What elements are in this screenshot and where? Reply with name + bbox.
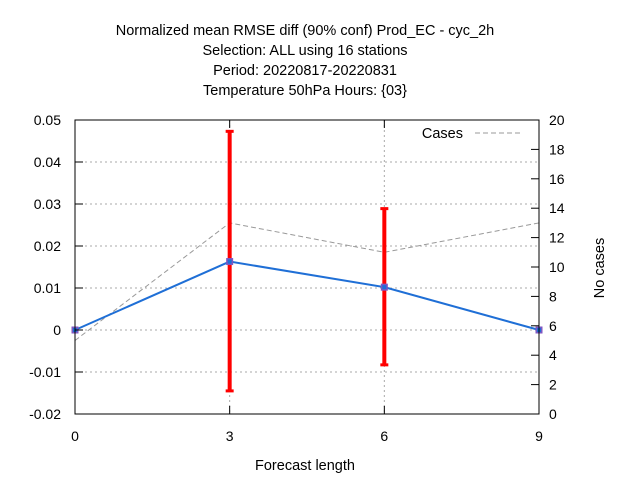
y2-axis-label: No cases: [592, 238, 608, 298]
y2-tick-label: 12: [549, 230, 565, 246]
y2-tick-label: 20: [549, 112, 565, 128]
data-point-marker: [227, 259, 232, 264]
title-line-2: Selection: ALL using 16 stations: [202, 43, 407, 59]
legend-label-cases: Cases: [422, 126, 463, 142]
y-tick-label: 0.02: [34, 238, 61, 254]
y2-tick-label: 8: [549, 288, 557, 304]
y2-tick-label: 10: [549, 259, 565, 275]
y2-tick-label: 14: [549, 200, 565, 216]
title-line-3: Period: 20220817-20220831: [213, 63, 397, 79]
chart-title: Normalized mean RMSE diff (90% conf) Pro…: [116, 23, 495, 99]
x-axis-label: Forecast length: [255, 458, 355, 474]
y-tick-label: 0.01: [34, 280, 61, 296]
y2-tick-label: 18: [549, 141, 565, 157]
y-tick-label: -0.02: [29, 406, 61, 422]
y2-tick-label: 16: [549, 171, 565, 187]
y2-tick-label: 2: [549, 377, 557, 393]
y-tick-label: 0.05: [34, 112, 61, 128]
axes: -0.02 -0.01 0 0.01 0.02 0.03 0.04 0.05 0 2 4 6 8 10 12…: [29, 112, 565, 444]
legend: Cases: [422, 126, 522, 142]
cases-line: [74, 222, 540, 341]
title-line-1: Normalized mean RMSE diff (90% conf) Pro…: [116, 23, 495, 39]
x-tick-label: 0: [71, 428, 79, 444]
y-tick-label: 0.03: [34, 196, 61, 212]
data-point-marker: [382, 285, 387, 290]
x-tick-label: 9: [535, 428, 543, 444]
y2-tick-label: 6: [549, 318, 557, 334]
y-tick-label: -0.01: [29, 364, 61, 380]
mean-rmse-diff-line: [74, 260, 540, 331]
grid: [75, 120, 539, 414]
x-tick-label: 6: [380, 428, 388, 444]
x-tick-label: 3: [226, 428, 234, 444]
y2-tick-label: 0: [549, 406, 557, 422]
plot-frame: [74, 119, 540, 415]
plot-area: [71, 129, 543, 393]
y-tick-label: 0.04: [34, 154, 61, 170]
y-tick-label: 0: [53, 322, 61, 338]
y2-tick-label: 4: [549, 347, 557, 363]
title-line-4: Temperature 50hPa Hours: {03}: [203, 83, 407, 99]
